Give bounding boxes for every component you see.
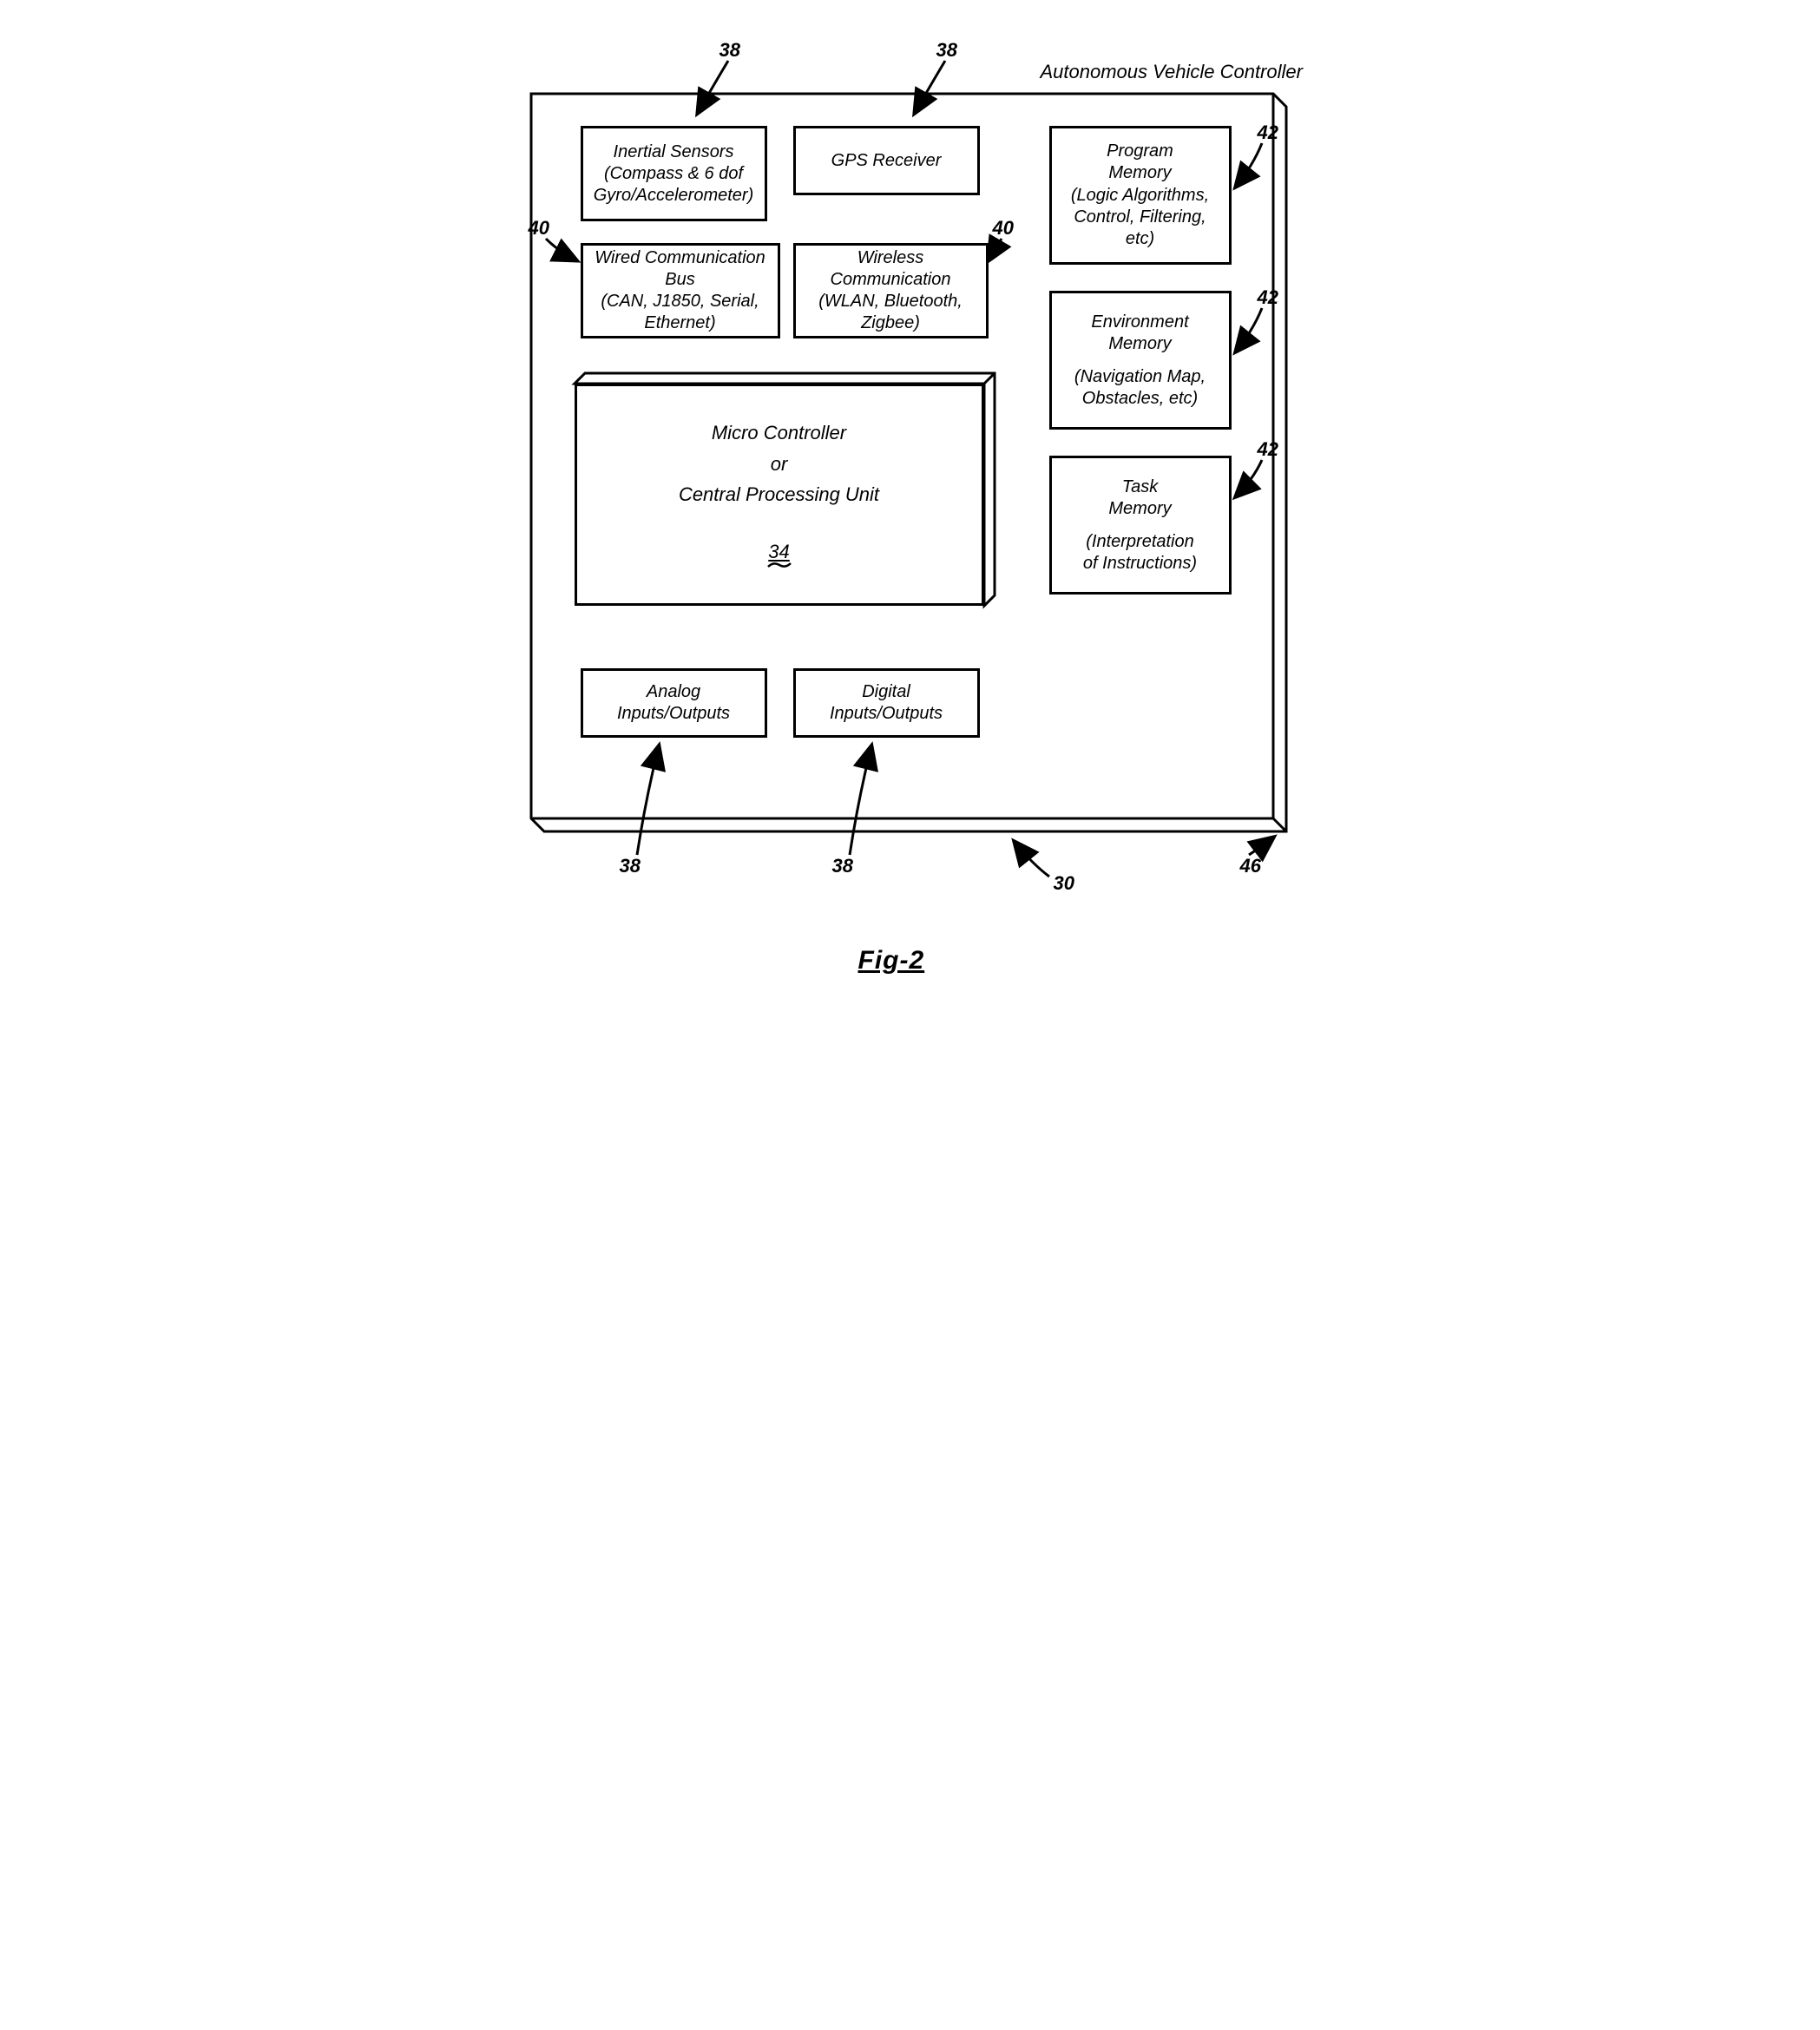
env-sub: (Navigation Map, Obstacles, etc)	[1074, 366, 1206, 410]
ref-40-left: 40	[529, 217, 549, 240]
box-analog-io: Analog Inputs/Outputs	[581, 668, 767, 738]
box-program-memory: Program Memory (Logic Algorithms, Contro…	[1049, 126, 1232, 265]
prog-main: Program Memory	[1107, 141, 1173, 184]
task-sub: (Interpretation of Instructions)	[1083, 531, 1197, 575]
cpu-ref: 34	[768, 541, 789, 562]
ref-46: 46	[1240, 855, 1261, 877]
inertial-main: Inertial Sensors	[614, 141, 734, 163]
prog-sub: (Logic Algorithms, Control, Filtering, e…	[1061, 185, 1220, 250]
wireless-sub: (WLAN, Bluetooth, Zigbee)	[818, 291, 963, 334]
ref-30: 30	[1054, 872, 1074, 895]
digital-main: Digital Inputs/Outputs	[805, 681, 969, 725]
ref-40-right: 40	[993, 217, 1014, 240]
box-environment-memory: Environment Memory (Navigation Map, Obst…	[1049, 291, 1232, 430]
ref-38-top-mid: 38	[936, 39, 957, 62]
box-gps: GPS Receiver	[793, 126, 980, 195]
figure-label: Fig-2	[858, 946, 925, 976]
cpu-line2: or	[771, 452, 788, 476]
diagram-canvas: Autonomous Vehicle Controller 38 38 Iner…	[476, 35, 1344, 989]
box-wired-comm: Wired Communication Bus (CAN, J1850, Ser…	[581, 243, 780, 338]
wired-main: Wired Communication Bus	[592, 247, 769, 291]
box-wireless-comm: Wireless Communication (WLAN, Bluetooth,…	[793, 243, 989, 338]
diagram-title: Autonomous Vehicle Controller	[1041, 61, 1303, 83]
box-cpu: Micro Controller or Central Processing U…	[575, 384, 984, 606]
ref-42-c: 42	[1258, 438, 1278, 461]
cpu-ref-wrapper: 34	[766, 540, 792, 571]
box-inertial-sensors: Inertial Sensors (Compass & 6 dof Gyro/A…	[581, 126, 767, 221]
task-main: Task Memory	[1108, 476, 1171, 520]
cpu-line3: Central Processing Unit	[679, 483, 879, 507]
ref-38-bottom-mid: 38	[832, 855, 853, 877]
ref-38-bottom-left: 38	[620, 855, 641, 877]
inertial-sub: (Compass & 6 dof Gyro/Accelerometer)	[594, 163, 754, 207]
controller-board: Inertial Sensors (Compass & 6 dof Gyro/A…	[533, 95, 1288, 833]
ref-42-b: 42	[1258, 286, 1278, 309]
wired-sub: (CAN, J1850, Serial, Ethernet)	[601, 291, 759, 334]
gps-main: GPS Receiver	[831, 150, 942, 172]
box-task-memory: Task Memory (Interpretation of Instructi…	[1049, 456, 1232, 595]
ref-38-top-left: 38	[719, 39, 740, 62]
wireless-main: Wireless Communication	[805, 247, 977, 291]
cpu-line1: Micro Controller	[712, 421, 846, 445]
ref-42-a: 42	[1258, 122, 1278, 144]
box-digital-io: Digital Inputs/Outputs	[793, 668, 980, 738]
analog-main: Analog Inputs/Outputs	[592, 681, 756, 725]
env-main: Environment Memory	[1091, 312, 1188, 355]
